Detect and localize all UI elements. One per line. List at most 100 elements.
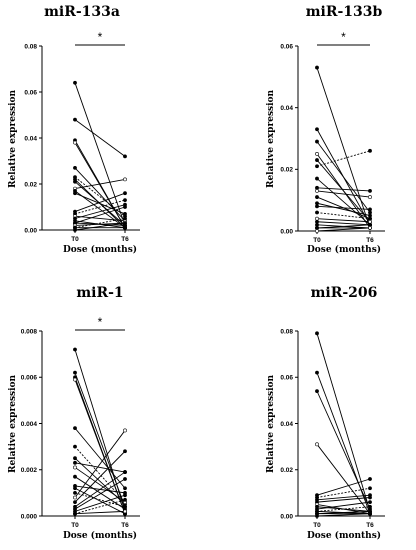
data-point-t0 <box>315 389 319 394</box>
data-point-t6 <box>368 222 372 227</box>
data-point-t6 <box>123 205 127 209</box>
x-axis-label: Dose (months) <box>63 244 137 255</box>
data-point-t0 <box>73 80 77 85</box>
panel-mir-133b: miR-133b Relative expression Dose (month… <box>266 4 385 255</box>
x-tick-label: T6 <box>121 236 129 243</box>
paired-line <box>74 192 126 213</box>
paired-line <box>316 501 371 510</box>
plot-area: 0.00 0.02 0.04 0.06 0.08 T0 T6 * <box>24 30 140 243</box>
y-tick-label: 0.02 <box>24 181 37 188</box>
data-point-t0 <box>73 347 77 352</box>
data-point-t0 <box>73 179 77 184</box>
y-axis-label: Relative expression <box>266 375 276 474</box>
data-point-t6 <box>123 216 127 221</box>
data-point-t6 <box>368 504 372 509</box>
data-point-t6 <box>123 486 127 491</box>
data-point-t0 <box>315 229 319 233</box>
paired-line <box>316 178 371 226</box>
data-point-t0 <box>73 495 77 500</box>
x-tick-label: T6 <box>121 522 129 529</box>
data-point-t6 <box>123 198 127 203</box>
panel-mir-1: miR-1 Relative expression Dose (months) … <box>8 285 140 541</box>
paired-line <box>316 478 371 496</box>
data-point-t6 <box>123 221 127 226</box>
paired-line <box>316 218 371 223</box>
data-point-t0 <box>315 222 319 227</box>
data-point-t0 <box>315 164 319 169</box>
y-tick-label: 0.06 <box>280 375 293 382</box>
paired-line <box>316 202 371 217</box>
data-point-t0 <box>315 204 319 209</box>
paired-line <box>316 150 371 167</box>
data-point-t0 <box>73 474 77 479</box>
data-point-t6 <box>123 191 127 196</box>
x-tick-label: T0 <box>71 236 79 243</box>
data-point-t0 <box>315 219 319 224</box>
data-point-t0 <box>315 226 319 230</box>
data-point-t0 <box>73 490 77 495</box>
data-point-t6 <box>368 486 372 491</box>
y-tick-label: 0.00 <box>280 513 293 520</box>
paired-line <box>74 204 126 219</box>
data-point-t0 <box>315 139 319 144</box>
panel-mir-133a: miR-133a Relative expression Dose (month… <box>8 4 140 255</box>
data-point-t6 <box>368 148 372 153</box>
paired-line <box>316 205 371 210</box>
y-axis-label: Relative expression <box>266 90 276 189</box>
y-tick-label: 0.02 <box>280 167 293 174</box>
paired-line <box>316 67 371 229</box>
data-point-t0 <box>73 165 77 170</box>
data-point-t0 <box>315 201 319 206</box>
data-point-t6 <box>368 207 372 212</box>
y-tick-label: 0.04 <box>280 421 293 428</box>
data-point-t6 <box>123 493 127 498</box>
paired-line <box>74 462 126 473</box>
data-point-t0 <box>315 442 319 447</box>
paired-line <box>74 222 126 231</box>
paired-line <box>316 494 371 501</box>
data-point-t6 <box>123 211 127 216</box>
y-tick-label: 0.04 <box>24 135 37 142</box>
paired-line <box>316 444 371 514</box>
data-point-t6 <box>123 449 127 454</box>
x-axis-label: Dose (months) <box>307 244 381 255</box>
data-point-t0 <box>315 185 319 190</box>
data-point-t6 <box>123 509 127 514</box>
panel-title: miR-133b <box>306 4 383 20</box>
paired-line <box>74 471 126 508</box>
y-tick-label: 0.06 <box>280 43 293 50</box>
data-point-t6 <box>368 195 372 199</box>
y-tick-label: 0.002 <box>21 467 38 474</box>
paired-line <box>316 159 371 223</box>
y-tick-label: 0.08 <box>280 328 293 335</box>
x-tick-label: T0 <box>313 522 321 529</box>
paired-line <box>74 206 126 224</box>
y-tick-label: 0.06 <box>24 89 37 96</box>
x-tick-label: T6 <box>366 522 374 529</box>
paired-line <box>316 141 371 213</box>
data-point-t6 <box>368 213 372 218</box>
y-tick-label: 0.00 <box>280 228 293 235</box>
paired-line <box>74 142 126 228</box>
data-point-t0 <box>73 117 77 122</box>
data-point-t0 <box>315 158 319 162</box>
paired-line <box>74 218 126 229</box>
data-point-t0 <box>315 189 319 193</box>
data-point-t6 <box>123 497 127 502</box>
paired-line <box>74 167 126 222</box>
data-point-t0 <box>73 460 77 465</box>
data-point-t0 <box>73 500 77 505</box>
paired-line <box>74 478 126 510</box>
plot-area: 0.000 0.002 0.004 0.006 0.008 T0 T6 * <box>21 315 140 529</box>
data-point-t0 <box>315 210 319 215</box>
data-point-t0 <box>73 370 77 375</box>
data-point-t6 <box>368 226 372 230</box>
x-axis-label: Dose (months) <box>307 530 381 541</box>
paired-line <box>316 497 371 503</box>
data-point-t0 <box>315 331 319 336</box>
data-point-t6 <box>123 470 127 474</box>
data-point-t6 <box>368 219 372 224</box>
paired-line <box>316 224 371 229</box>
data-point-t0 <box>73 228 77 232</box>
